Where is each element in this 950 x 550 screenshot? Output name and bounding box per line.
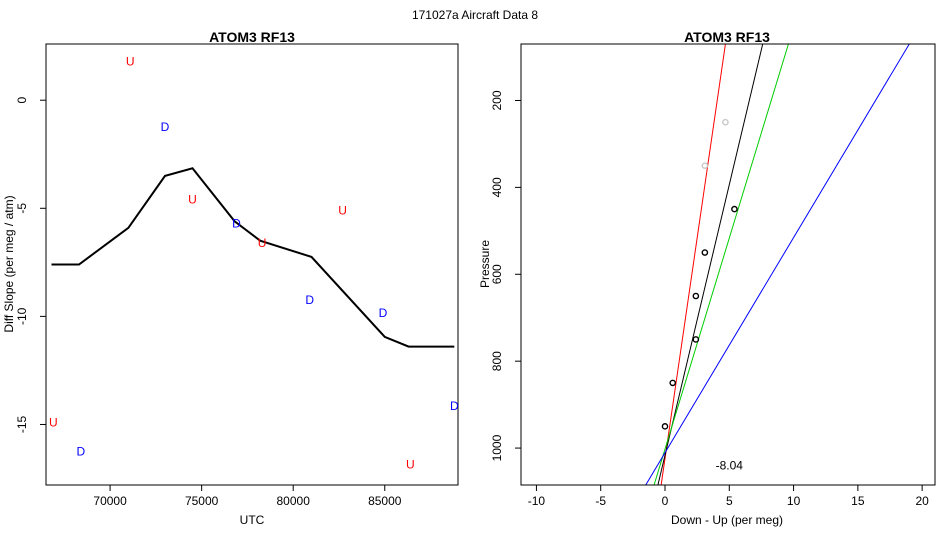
- up-marker: U: [258, 236, 267, 250]
- right-panel-pressure-profile: ATOM3 RF13 -10 -5 0 5 10 15 20 200 400 600 800 100…: [478, 29, 936, 527]
- down-marker: D: [379, 306, 388, 320]
- left-series-line: [51, 167, 455, 348]
- right-annotation-label: -8.04: [716, 458, 744, 472]
- left-y-axis-label: Diff Slope (per meg / atm): [2, 195, 16, 332]
- up-marker: U: [338, 203, 347, 217]
- profile-point: [692, 292, 700, 300]
- left-y-axis: 0 -5 -10 -15: [15, 97, 46, 433]
- profile-point: [722, 118, 729, 126]
- left-y-tick-label: -15: [15, 415, 29, 433]
- profile-point: [669, 379, 677, 387]
- left-marker-group: U D U D U U D D U D U D: [49, 54, 459, 471]
- right-x-tick-label: -10: [528, 494, 546, 508]
- right-x-tick-label: 5: [726, 494, 733, 508]
- right-y-tick-label: 600: [490, 264, 504, 284]
- left-x-axis: 70000 75000 80000 85000: [93, 485, 402, 508]
- left-x-tick-label: 80000: [277, 494, 311, 508]
- right-x-tick-label: 20: [915, 494, 929, 508]
- left-y-tick-label: -10: [15, 307, 29, 325]
- down-marker: D: [76, 444, 85, 458]
- right-y-tick-label: 800: [490, 351, 504, 371]
- right-x-tick-label: 0: [662, 494, 669, 508]
- right-x-axis-label: Down - Up (per meg): [671, 513, 783, 527]
- fit-line: [653, 44, 789, 485]
- down-marker: D: [161, 120, 170, 134]
- right-y-axis-label: Pressure: [478, 240, 492, 288]
- right-panel-title: ATOM3 RF13: [684, 29, 770, 45]
- left-plot-frame: [45, 43, 459, 486]
- right-y-tick-label: 200: [490, 90, 504, 110]
- profile-point: [661, 423, 669, 430]
- left-x-axis-label: UTC: [240, 513, 265, 527]
- down-marker: D: [232, 216, 241, 230]
- left-x-tick-label: 85000: [368, 494, 402, 508]
- right-x-tick-label: 10: [787, 494, 801, 508]
- down-marker: D: [305, 293, 314, 307]
- left-x-tick-label: 75000: [185, 494, 219, 508]
- up-marker: U: [49, 415, 58, 429]
- fit-line: [660, 44, 726, 485]
- fit-line: [645, 44, 910, 485]
- right-x-tick-label: -5: [595, 494, 606, 508]
- profile-point: [692, 336, 700, 343]
- right-x-tick-label: 15: [851, 494, 865, 508]
- down-marker: D: [450, 399, 459, 413]
- right-points-group: [661, 118, 738, 430]
- figure-suptitle: 171027a Aircraft Data 8: [412, 8, 538, 22]
- profile-point: [701, 249, 709, 256]
- up-marker: U: [126, 54, 135, 68]
- left-y-tick-label: -5: [15, 203, 29, 214]
- up-marker: U: [188, 193, 197, 207]
- left-panel-diff-slope: ATOM3 RF13 70000 75000 80000 85000 0 -5 -10 -1…: [2, 29, 459, 527]
- profile-point: [701, 162, 709, 169]
- right-fit-lines-group: [645, 44, 910, 485]
- up-marker: U: [406, 457, 415, 471]
- left-y-tick-label: 0: [15, 97, 29, 104]
- right-y-tick-label: 400: [490, 177, 504, 197]
- right-x-axis: -10 -5 0 5 10 15 20: [528, 485, 929, 508]
- fit-line: [657, 44, 764, 485]
- right-plot-frame: [520, 43, 936, 486]
- right-y-axis: 200 400 600 800 1000: [490, 90, 521, 461]
- left-series-line-group: [51, 167, 455, 348]
- profile-point: [731, 205, 738, 213]
- right-y-tick-label: 1000: [490, 434, 504, 461]
- left-x-tick-label: 70000: [93, 494, 127, 508]
- left-panel-title: ATOM3 RF13: [209, 29, 295, 45]
